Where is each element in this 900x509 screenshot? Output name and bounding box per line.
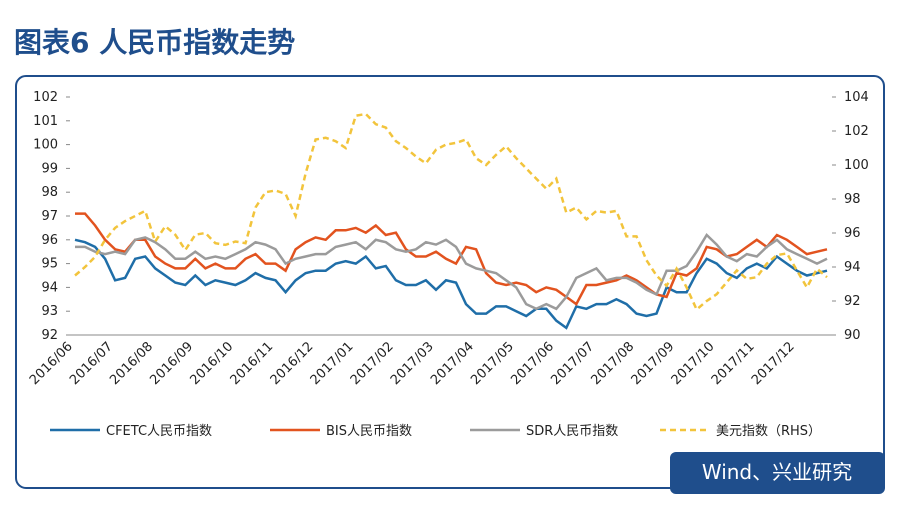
- y-tick-label: 92: [41, 328, 58, 343]
- source-box: [670, 452, 885, 494]
- y-tick-label: 93: [41, 304, 58, 319]
- series-line: [75, 212, 828, 306]
- y-tick-label: 94: [41, 280, 58, 295]
- y2-tick-label: 92: [844, 294, 861, 309]
- y-tick-label: 95: [41, 257, 58, 272]
- y2-tick-label: 90: [844, 328, 861, 343]
- legend-label: SDR人民币指数: [526, 424, 618, 439]
- legend-label: BIS人民币指数: [326, 424, 412, 439]
- y2-tick-label: 94: [844, 260, 861, 275]
- y2-tick-label: 100: [844, 158, 869, 173]
- y-tick-label: 100: [33, 138, 58, 153]
- y-tick-label: 101: [33, 114, 58, 129]
- legend-label: 美元指数（RHS）: [716, 424, 821, 439]
- chart-title: 图表6 人民币指数走势: [14, 26, 295, 59]
- series-line: [74, 112, 828, 312]
- source: Wind、兴业研究: [702, 460, 852, 484]
- y2-tick-label: 98: [844, 192, 861, 207]
- y-tick-label: 96: [41, 233, 58, 248]
- series-line: [75, 233, 828, 311]
- y2-tick-label: 96: [844, 226, 861, 241]
- legend-label: CFETC人民币指数: [106, 424, 212, 439]
- y2-tick-label: 104: [844, 90, 869, 105]
- y2-tick-label: 102: [844, 124, 869, 139]
- y-tick-label: 102: [33, 90, 58, 105]
- y-tick-label: 99: [41, 161, 58, 176]
- y-tick-label: 97: [41, 209, 58, 224]
- series-line: [74, 238, 828, 330]
- y-tick-label: 98: [41, 185, 58, 200]
